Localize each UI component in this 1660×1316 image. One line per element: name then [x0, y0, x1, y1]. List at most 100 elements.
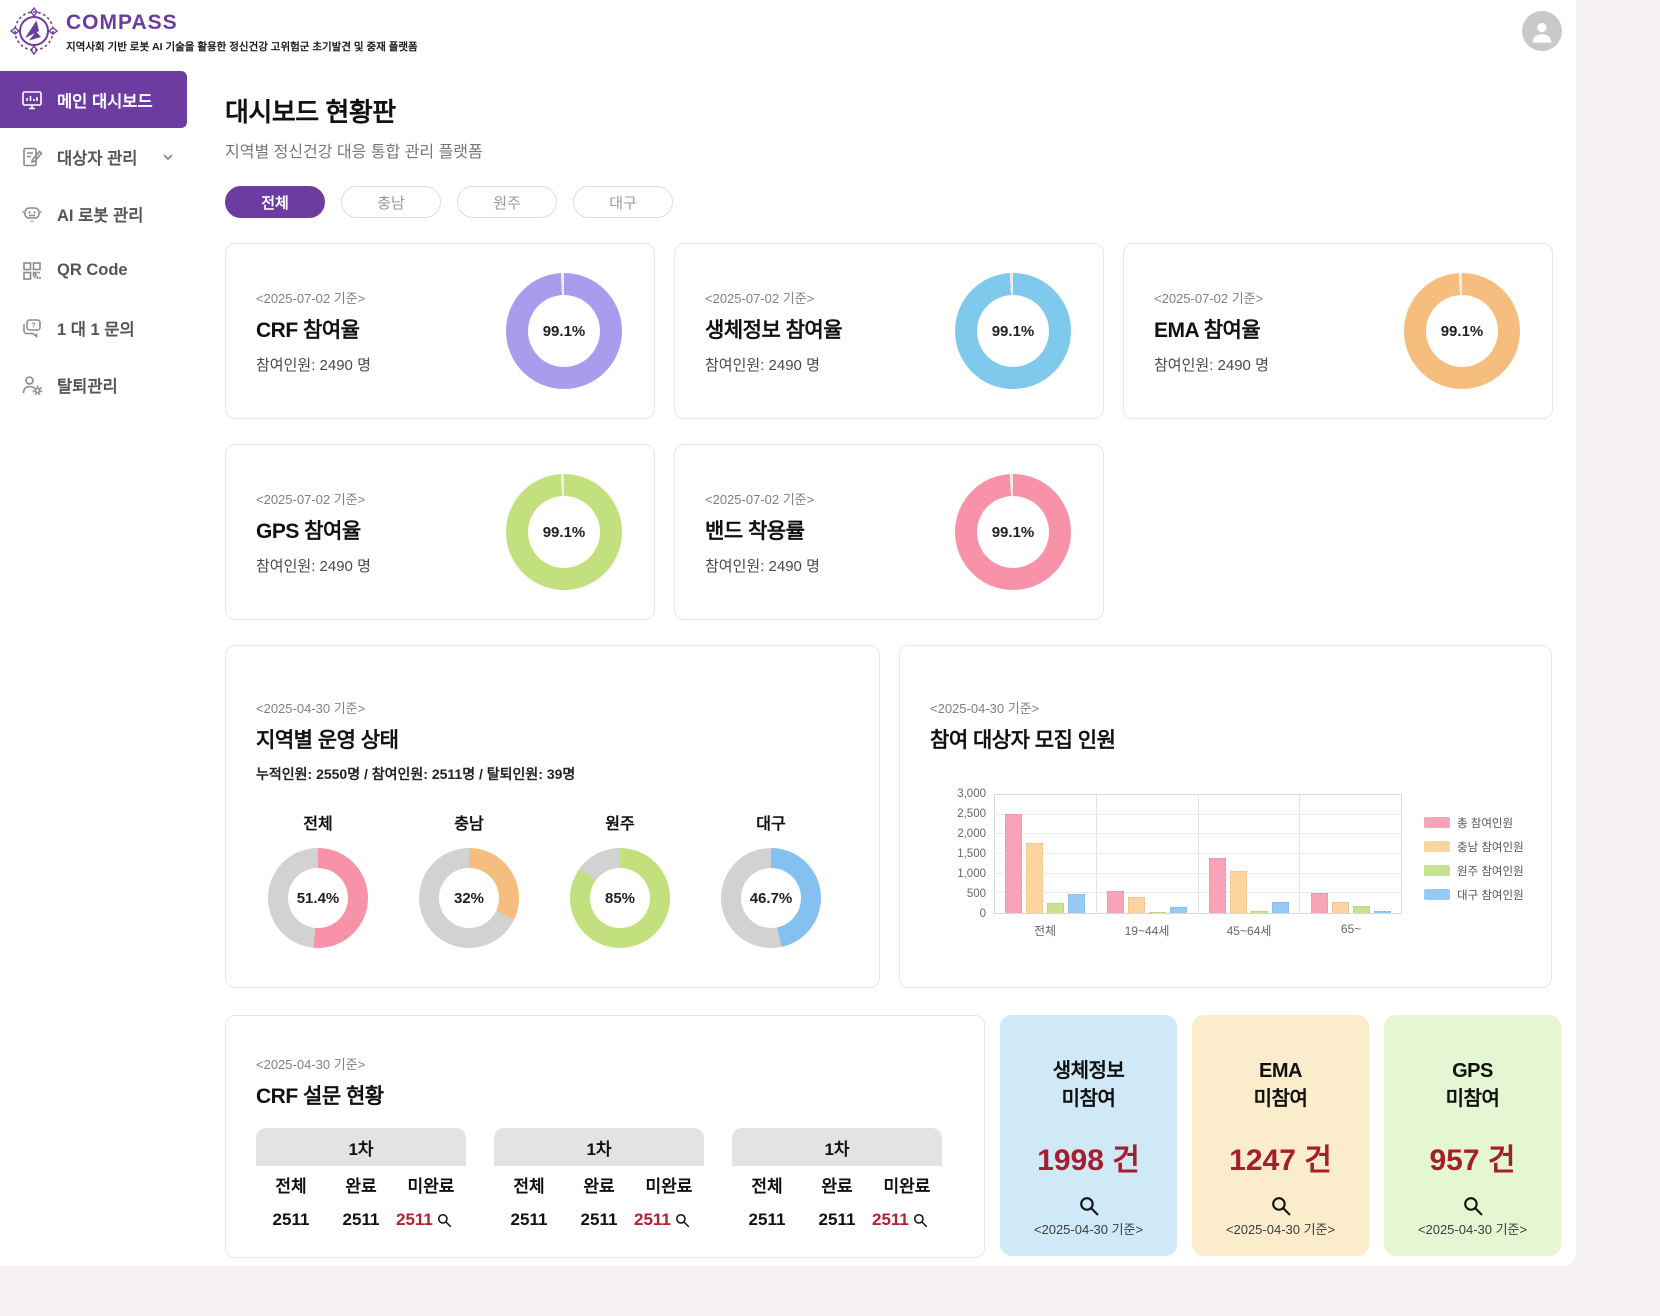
bar — [1208, 857, 1226, 913]
filter-tab-wonju[interactable]: 원주 — [457, 186, 557, 218]
crf-value-incomplete: 2511 — [872, 1210, 909, 1229]
crf-table-round: 1차 — [732, 1128, 942, 1166]
date-label: <2025-07-02 기준> — [256, 491, 366, 507]
stat-card-row-2: <2025-07-02 기준> GPS 참여율 참여인원: 2490 명 99.… — [225, 444, 1554, 620]
legend-swatch — [1424, 889, 1450, 900]
app-window: COMPASS 지역사회 기반 로봇 AI 기술을 활용한 정신건강 고위험군 … — [0, 0, 1576, 1266]
bar-group — [995, 795, 1097, 913]
crf-col-header: 미완료 — [883, 1176, 931, 1196]
region-donut-all: 전체 51.4% — [268, 810, 368, 948]
x-tick-label: 전체 — [1033, 924, 1057, 938]
date-label: <2025-04-30 기준> — [1417, 1222, 1528, 1237]
date-label: <2025-04-30 기준> — [256, 701, 366, 716]
crf-value-complete: 2511 — [818, 1210, 856, 1229]
person-icon — [1532, 22, 1552, 43]
crf-value-complete: 2511 — [342, 1210, 380, 1229]
row-3: <2025-04-30 기준> 지역별 운영 상태 누적인원: 2550명 / … — [225, 645, 1576, 988]
search-icon[interactable] — [911, 1211, 942, 1229]
sidebar-item-one-to-one-inquiry[interactable]: ? 1 대 1 문의 — [0, 299, 187, 356]
svg-text:?: ? — [31, 320, 36, 329]
sidebar-item-withdrawal-management[interactable]: 탈퇴관리 — [0, 356, 187, 413]
legend-swatch — [1424, 865, 1450, 876]
y-tick-label: 1,000 — [957, 868, 986, 881]
crf-value-incomplete: 2511 — [634, 1210, 671, 1229]
sidebar-item-label: 대상자 관리 — [57, 149, 138, 168]
bar — [1068, 893, 1086, 913]
sidebar-item-label: 메인 대시보드 — [57, 92, 153, 111]
legend-item[interactable]: 충남 참여인원 — [1424, 839, 1524, 855]
x-axis-labels: 전체 19~44세 45~64세 65~ — [994, 922, 1402, 939]
date-label: <2025-07-02 기준> — [705, 491, 815, 507]
legend-label: 총 참여인원 — [1457, 817, 1514, 830]
bar — [1128, 897, 1146, 913]
filter-tab-all[interactable]: 전체 — [225, 186, 325, 218]
crf-table: 1차 전체 완료 미완료 2511 2511 2511 — [256, 1128, 466, 1238]
region-name: 원주 — [605, 816, 635, 833]
page-title: 대시보드 현황판 — [225, 97, 396, 127]
brand-name: COMPASS — [66, 11, 178, 34]
qr-code-icon — [23, 261, 41, 280]
legend-item[interactable]: 대구 참여인원 — [1424, 887, 1524, 903]
donut-percentage: 99.1% — [1440, 322, 1484, 340]
chart-title: 참여 대상자 모집 인원 — [930, 729, 1116, 752]
chevron-down-icon — [163, 153, 174, 160]
region-donuts: 전체 51.4% 충남 32% — [256, 810, 849, 948]
dashboard-monitor-icon — [22, 90, 42, 109]
search-icon[interactable] — [1268, 1193, 1293, 1218]
crf-table: 1차 전체 완료 미완료 2511 2511 2511 — [494, 1128, 704, 1238]
recruitment-chart-card: <2025-04-30 기준> 참여 대상자 모집 인원 0 500 1,000 1,… — [899, 645, 1552, 988]
crf-table: 1차 전체 완료 미완료 2511 2511 2511 — [732, 1128, 942, 1238]
search-icon[interactable] — [1460, 1193, 1485, 1218]
bar — [1352, 906, 1370, 913]
crf-value-incomplete: 2511 — [396, 1210, 433, 1229]
y-tick-label: 0 — [979, 908, 986, 920]
stat-card-title: GPS 참여율 — [256, 519, 361, 543]
alert-count: 1998 건 — [1037, 1144, 1140, 1177]
top-bar: COMPASS 지역사회 기반 로봇 AI 기술을 활용한 정신건강 고위험군 … — [0, 0, 1576, 64]
legend-item[interactable]: 원주 참여인원 — [1424, 863, 1524, 879]
bar — [1271, 901, 1289, 913]
sidebar-item-label: 탈퇴관리 — [57, 377, 118, 396]
search-icon[interactable] — [435, 1211, 466, 1229]
filter-tab-chungnam[interactable]: 충남 — [341, 186, 441, 218]
filter-tab-daegu[interactable]: 대구 — [573, 186, 673, 218]
date-label: <2025-07-02 기준> — [705, 290, 815, 306]
stat-card-subtext: 참여인원: 2490 명 — [256, 557, 371, 575]
brand-text: COMPASS 지역사회 기반 로봇 AI 기술을 활용한 정신건강 고위험군 … — [66, 7, 418, 54]
crf-survey-title: CRF 설문 현황 — [256, 1085, 384, 1108]
user-gear-icon — [22, 375, 43, 395]
stat-card-ema: <2025-07-02 기준> EMA 참여율 참여인원: 2490 명 99.… — [1123, 243, 1553, 419]
alert-card-title: 생체정보 미참여 — [1052, 1060, 1125, 1110]
stat-card-gps: <2025-07-02 기준> GPS 참여율 참여인원: 2490 명 99.… — [225, 444, 655, 620]
plot-area — [994, 794, 1402, 914]
x-tick-label: 45~64세 — [1226, 924, 1272, 938]
bar — [1250, 911, 1268, 913]
donut-chart: 99.1% — [506, 474, 622, 590]
stat-card-subtext: 참여인원: 2490 명 — [256, 356, 371, 374]
region-name: 대구 — [756, 816, 786, 833]
bar-group — [1300, 795, 1401, 913]
stat-card-title: 밴드 착용률 — [705, 519, 805, 543]
sidebar-item-ai-robot-management[interactable]: AI 로봇 관리 — [0, 185, 187, 242]
sidebar-item-qr-code[interactable]: QR Code — [0, 242, 187, 299]
sidebar-item-label: QR Code — [57, 261, 128, 279]
user-avatar[interactable] — [1522, 11, 1562, 51]
robot-icon — [22, 206, 42, 221]
stat-card-band: <2025-07-02 기준> 밴드 착용률 참여인원: 2490 명 99.1… — [674, 444, 1104, 620]
sidebar-item-label: AI 로봇 관리 — [57, 206, 144, 225]
bar — [1047, 903, 1065, 913]
region-donut-daegu: 대구 46.7% — [721, 810, 821, 948]
donut-chart: 99.1% — [955, 474, 1071, 590]
region-name: 전체 — [303, 816, 333, 833]
bar — [1331, 901, 1349, 913]
stat-card-subtext: 참여인원: 2490 명 — [705, 356, 820, 374]
sidebar-item-main-dashboard[interactable]: 메인 대시보드 — [0, 71, 187, 128]
crf-survey-card: <2025-04-30 기준> CRF 설문 현황 1차 전체 완료 미완료 2… — [225, 1015, 985, 1258]
legend-item[interactable]: 총 참여인원 — [1424, 815, 1524, 831]
search-icon[interactable] — [673, 1211, 704, 1229]
main-content: 대시보드 현황판 지역별 정신건강 대응 통합 관리 플랫폼 전체 충남 원주 … — [187, 64, 1576, 1258]
bar-group — [1097, 795, 1199, 913]
search-icon[interactable] — [1076, 1193, 1101, 1218]
sidebar-item-subject-management[interactable]: 대상자 관리 — [0, 128, 187, 185]
alert-count: 1247 건 — [1229, 1144, 1332, 1177]
